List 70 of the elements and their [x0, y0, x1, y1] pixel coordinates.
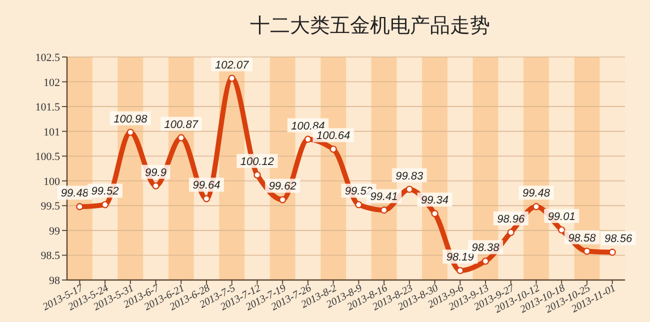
data-label: 98.96: [497, 213, 526, 226]
point: [583, 248, 591, 255]
data-label: 98.96: [493, 211, 528, 226]
point: [202, 195, 210, 202]
point: [558, 226, 566, 234]
data-label: 98.58: [564, 230, 600, 244]
data-label: 98.19: [446, 252, 474, 264]
point: [355, 201, 362, 208]
data-label: 99.01: [548, 210, 576, 223]
data-label: 99.48: [522, 188, 551, 200]
point: [608, 248, 616, 256]
y-tick-label: 98.5: [40, 250, 60, 262]
point: [532, 203, 540, 210]
data-label: 98.58: [568, 232, 597, 244]
data-label: 99.83: [396, 170, 424, 182]
point: [304, 136, 312, 143]
y-tick-label: 101: [44, 126, 60, 138]
data-label: 99.34: [421, 194, 449, 207]
data-label: 100.12: [240, 156, 274, 168]
point: [76, 203, 84, 210]
data-label: 99.48: [60, 188, 90, 200]
data-label: 100.87: [160, 116, 202, 131]
point: [152, 182, 160, 190]
y-tick-label: 100: [44, 176, 60, 188]
point: [330, 146, 337, 153]
point: [228, 74, 236, 82]
data-label: 99.9: [141, 164, 170, 179]
data-label: 102.07: [211, 57, 252, 72]
data-label: 99.01: [544, 208, 580, 223]
data-label: 99.34: [417, 192, 452, 207]
data-label: 99.48: [518, 186, 554, 200]
y-tick-label: 102: [44, 76, 60, 89]
y-tick-label: 101.5: [35, 102, 60, 114]
data-label: 99.64: [192, 180, 220, 192]
data-label: 98.38: [468, 240, 503, 254]
data-label: 99.9: [145, 166, 166, 179]
data-label: 99.83: [392, 168, 427, 182]
point: [406, 186, 414, 193]
point: [482, 258, 490, 265]
point: [278, 196, 286, 204]
data-label: 100.64: [312, 128, 354, 142]
data-label: 98.56: [600, 231, 636, 246]
data-label: 100.12: [236, 154, 278, 168]
data-label: 98.56: [604, 233, 633, 246]
y-tick-label: 99: [49, 225, 60, 238]
point: [456, 266, 464, 274]
data-label: 100.98: [110, 111, 151, 126]
data-label: 99.48: [57, 186, 92, 200]
data-label: 99.62: [268, 180, 296, 193]
data-label: 99.52: [344, 186, 372, 198]
y-tick-label: 100.5: [35, 151, 60, 164]
point: [507, 228, 514, 236]
point: [126, 128, 134, 136]
point: [178, 134, 185, 142]
data-label: 100.87: [164, 118, 199, 131]
data-label: 100.98: [114, 113, 148, 126]
y-tick-label: 102.5: [35, 52, 60, 64]
point: [254, 171, 261, 179]
data-label: 99.62: [265, 178, 300, 193]
data-label: 99.64: [189, 178, 224, 192]
data-label: 100.64: [316, 130, 350, 142]
data-label: 102.07: [215, 59, 250, 72]
point: [431, 210, 438, 218]
y-tick-label: 99.5: [40, 200, 60, 213]
y-tick-label: 98: [49, 275, 60, 287]
data-label: 98.19: [442, 250, 478, 264]
chart-title: 十二大类五金机电产品走势: [250, 15, 490, 37]
point: [101, 201, 109, 208]
data-label: 99.52: [91, 186, 119, 198]
data-label: 99.52: [88, 184, 123, 198]
